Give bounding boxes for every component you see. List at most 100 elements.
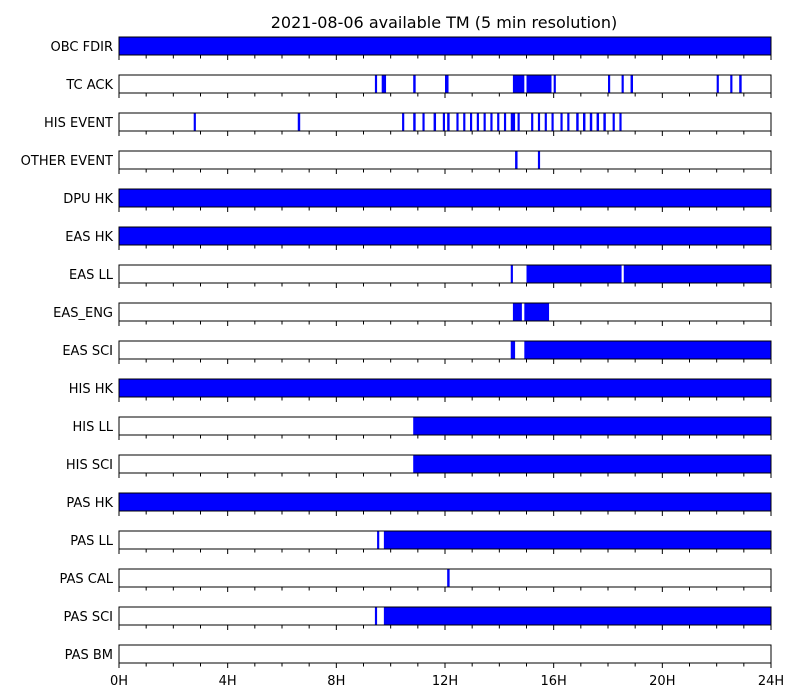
availability-bar: [567, 113, 570, 131]
availability-bar: [621, 75, 624, 93]
row-label: OBC FDIR: [51, 40, 114, 55]
availability-bar: [374, 607, 378, 625]
row-background: [119, 151, 771, 169]
x-tick-label: 16H: [541, 674, 567, 689]
row-label: PAS CAL: [60, 572, 114, 587]
x-tick-label: 0H: [110, 674, 128, 689]
availability-bar: [374, 75, 378, 93]
row-label: HIS LL: [73, 420, 114, 435]
availability-bar: [381, 75, 387, 93]
x-tick-label: 24H: [758, 674, 784, 689]
availability-bar: [413, 75, 416, 93]
availability-bar: [716, 75, 719, 93]
availability-bar: [119, 379, 771, 397]
x-axis: 0H 4H 8H 12H 16H 20H 24H: [110, 674, 784, 689]
x-tick-label: 20H: [649, 674, 675, 689]
timeline-row: PAS BM: [65, 644, 772, 668]
row-label: PAS LL: [70, 534, 114, 549]
row-label: HIS SCI: [66, 458, 113, 473]
availability-bar: [544, 113, 547, 131]
row-label: EAS LL: [69, 268, 114, 283]
availability-bar: [510, 341, 516, 359]
row-label: DPU HK: [63, 192, 113, 207]
timeline-row: EAS LL: [69, 264, 772, 288]
timeline-row: HIS EVENT: [44, 112, 772, 136]
timeline-row: PAS SCI: [64, 606, 772, 630]
timeline-row: HIS HK: [69, 378, 772, 402]
availability-bar: [551, 113, 554, 131]
availability-bar: [413, 113, 416, 131]
timeline-row: EAS SCI: [62, 340, 772, 364]
row-label: HIS HK: [69, 382, 114, 397]
availability-bar: [524, 341, 771, 359]
availability-bar: [560, 113, 563, 131]
availability-bar: [297, 113, 301, 131]
timeline-row: OTHER EVENT: [21, 150, 772, 174]
row-label: EAS SCI: [62, 344, 113, 359]
availability-bar: [447, 569, 450, 587]
availability-bar: [515, 151, 518, 169]
availability-bar: [483, 113, 486, 131]
availability-bar: [596, 113, 600, 131]
chart-title: 2021-08-06 available TM (5 min resolutio…: [271, 13, 617, 32]
availability-bar: [456, 113, 459, 131]
availability-bar: [537, 113, 541, 131]
row-background: [119, 303, 771, 321]
availability-bar: [447, 113, 450, 131]
timeline-row: OBC FDIR: [51, 36, 772, 60]
availability-bar: [383, 607, 771, 625]
availability-bar: [612, 113, 615, 131]
availability-bar: [490, 113, 493, 131]
availability-bar: [531, 113, 534, 131]
availability-bar: [445, 75, 449, 93]
availability-bar: [537, 151, 541, 169]
availability-bar: [469, 113, 473, 131]
timeline-row: PAS CAL: [60, 568, 772, 592]
availability-bar: [619, 113, 622, 131]
availability-bar: [583, 113, 586, 131]
availability-bar: [630, 75, 633, 93]
x-tick-label: 8H: [327, 674, 345, 689]
row-label: OTHER EVENT: [21, 154, 113, 169]
timeline-row: PAS LL: [70, 530, 772, 554]
availability-bar: [377, 531, 380, 549]
availability-bar: [589, 113, 593, 131]
row-label: TC ACK: [65, 78, 113, 93]
timeline-row: HIS LL: [73, 416, 772, 440]
row-label: EAS_ENG: [53, 306, 113, 321]
timeline-row: EAS_ENG: [53, 302, 772, 326]
availability-bar: [510, 113, 516, 131]
timeline-row: PAS HK: [66, 492, 772, 516]
availability-bar: [524, 303, 550, 321]
timeline-row: DPU HK: [63, 188, 772, 212]
availability-bar: [497, 113, 500, 131]
availability-bar: [119, 227, 771, 245]
row-background: [119, 645, 771, 663]
x-tick-label: 4H: [219, 674, 237, 689]
availability-bar: [413, 455, 771, 473]
availability-bar: [623, 265, 771, 283]
availability-bar: [512, 75, 525, 93]
row-background: [119, 569, 771, 587]
availability-bar: [517, 113, 520, 131]
availability-bar: [526, 265, 622, 283]
availability-bar: [413, 417, 771, 435]
timeline-row: EAS HK: [65, 226, 772, 250]
availability-bar: [576, 113, 579, 131]
availability-bar: [119, 189, 771, 207]
availability-bar: [553, 75, 556, 93]
row-label: EAS HK: [65, 230, 113, 245]
availability-bar: [476, 113, 479, 131]
row-label: PAS HK: [66, 496, 113, 511]
availability-bar: [512, 303, 522, 321]
availability-bar: [603, 113, 606, 131]
availability-bar: [608, 75, 611, 93]
row-label: PAS BM: [65, 648, 113, 663]
rows-layer: OBC FDIR TC ACK HIS EVENT OTHER EVENT DPU HK…: [21, 36, 772, 668]
availability-bar: [730, 75, 733, 93]
x-tick-label: 12H: [432, 674, 458, 689]
row-label: PAS SCI: [64, 610, 113, 625]
availability-bar: [510, 265, 513, 283]
